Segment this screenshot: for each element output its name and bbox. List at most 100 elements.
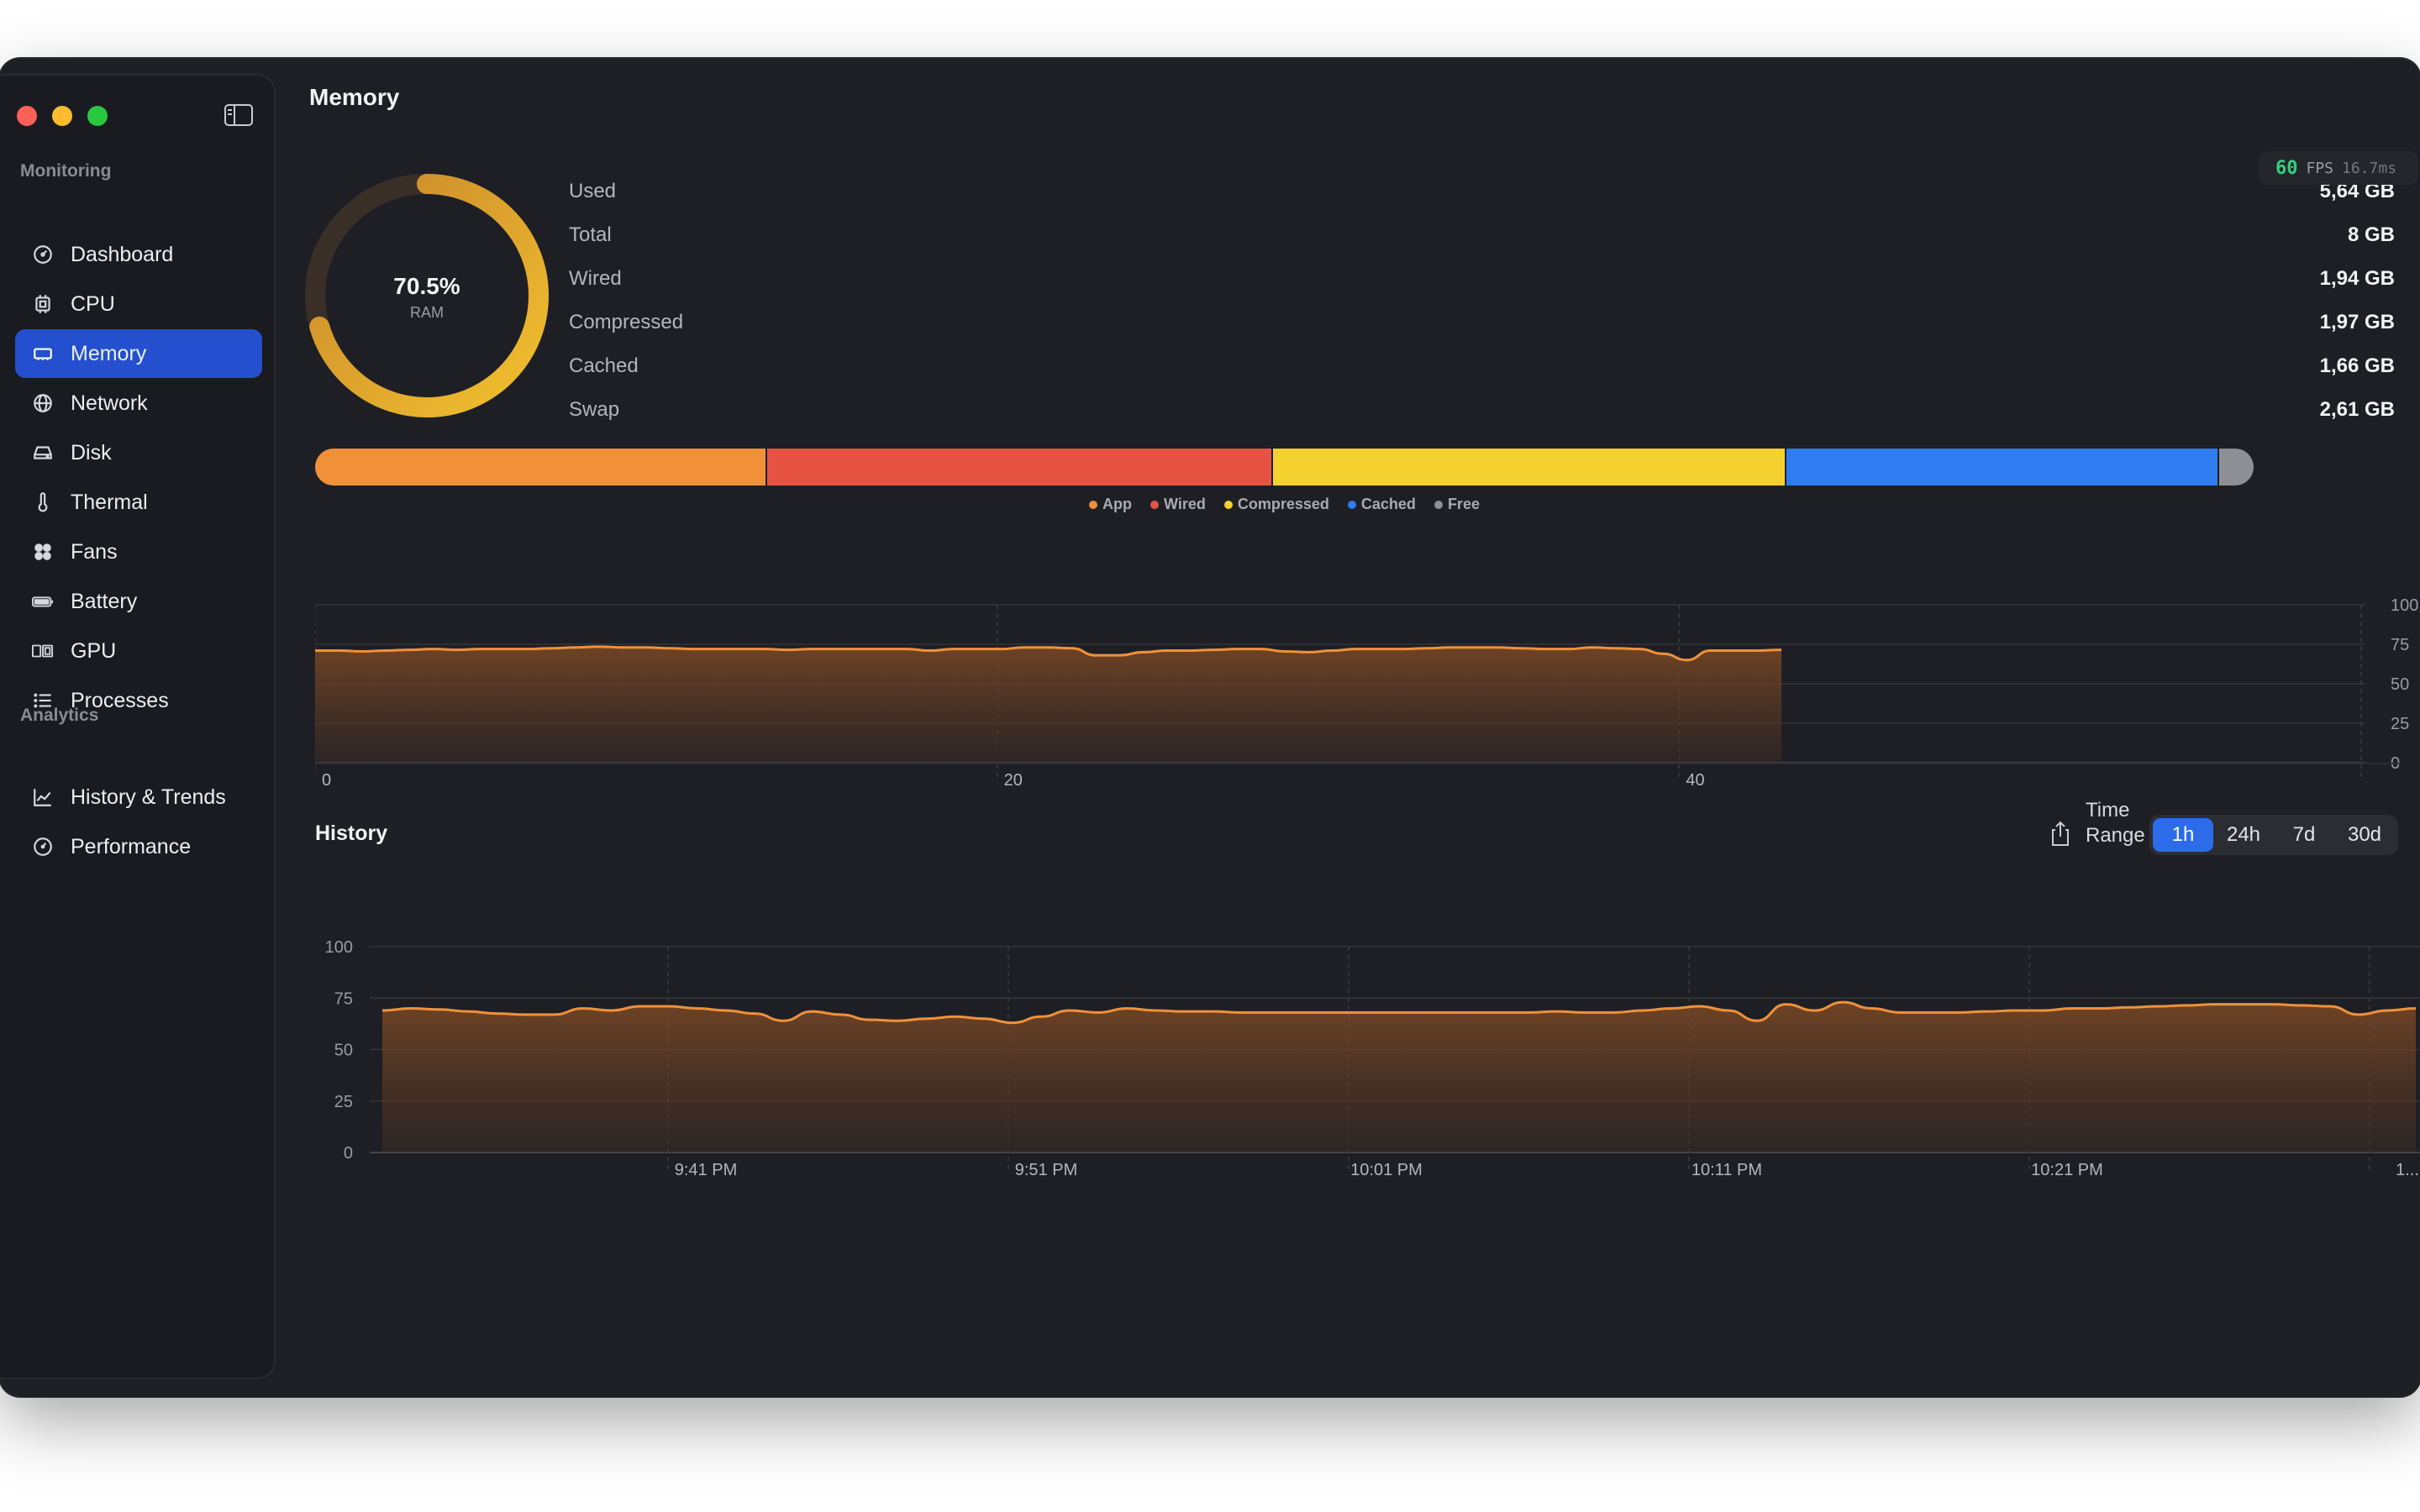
range-24h-button[interactable]: 24h (2226, 823, 2261, 846)
sidebar-item-memory[interactable]: Memory (15, 329, 262, 378)
live-memory-chart: 100755025002040 (315, 596, 2418, 790)
memory-breakdown-bar (315, 449, 2254, 486)
sidebar-item-battery[interactable]: Battery (15, 577, 262, 626)
sidebar-item-label: Dashboard (71, 242, 174, 266)
x-tick-label: 10:21 PM (2031, 1161, 2103, 1179)
x-tick-label: 9:51 PM (1015, 1161, 1077, 1179)
legend-item-compressed: Compressed (1223, 496, 1329, 513)
sidebar-item-fans[interactable]: Fans (15, 528, 262, 576)
memory-icon (32, 343, 54, 365)
sidebar-item-label: Performance (71, 834, 192, 858)
x-tick-label: 1... (2396, 1161, 2419, 1179)
y-tick-label: 75 (334, 990, 353, 1008)
history-title: History (315, 822, 388, 845)
y-tick-label: 25 (334, 1093, 353, 1111)
sidebar-item-label: Network (71, 391, 148, 415)
sidebar-item-label: Fans (71, 539, 118, 564)
series-line (315, 645, 1782, 662)
range-30d-button[interactable]: 30d (2347, 823, 2382, 846)
sidebar-item-label: History & Trends (71, 785, 226, 809)
section-divider (315, 763, 2399, 764)
sidebar-item-processes[interactable]: Processes (15, 676, 262, 725)
sidebar-item-label: Processes (71, 688, 169, 712)
fps-value: 60 (2275, 157, 2298, 179)
sidebar-item-performance[interactable]: Performance (15, 822, 262, 871)
x-tick-label: 10:11 PM (1691, 1161, 1762, 1179)
breakdown-legend: App Wired Compressed Cached Free (315, 496, 2254, 513)
time-range-picker: 1h 24h 7d 30d (2149, 815, 2398, 855)
gauge-arc (305, 174, 549, 417)
x-tick-label: 10:01 PM (1350, 1161, 1423, 1179)
fps-label: FPS (2306, 159, 2334, 177)
x-tick-label: 9:41 PM (675, 1161, 737, 1179)
sidebar-item-gpu[interactable]: GPU (15, 627, 262, 675)
maximize-window-button[interactable] (87, 106, 108, 126)
x-tick-label: 40 (1686, 771, 1704, 790)
thermometer-icon (32, 491, 54, 513)
y-tick-label: 0 (344, 1144, 353, 1163)
range-7d-button[interactable]: 7d (2292, 823, 2316, 846)
gauge-percent: 70.5% (393, 273, 460, 299)
dashboard-icon (32, 244, 54, 265)
share-icon[interactable] (2049, 820, 2072, 848)
globe-icon (32, 392, 54, 414)
sidebar-item-label: Memory (71, 341, 147, 365)
segment-cached (1786, 449, 2219, 486)
stat-value-cached: 1,66 GB (2319, 354, 2395, 377)
cpu-icon (32, 293, 54, 315)
segment-free (2218, 449, 2254, 486)
sidebar-item-label: Battery (71, 589, 138, 613)
section-label-monitoring: Monitoring (20, 161, 112, 181)
sidebar-item-label: CPU (71, 291, 115, 316)
time-range-label: Time Range (2086, 799, 2145, 847)
stat-value-wired: 1,94 GB (2319, 267, 2395, 290)
x-tick-label: 0 (322, 771, 331, 790)
stat-label-cached: Cached (569, 354, 639, 377)
stat-label-swap: Swap (569, 398, 620, 421)
y-tick-label: 100 (325, 938, 353, 957)
sidebar-item-label: Thermal (71, 490, 148, 514)
range-1h-button[interactable]: 1h (2153, 818, 2213, 852)
stat-label-total: Total (569, 223, 612, 246)
sidebar-item-history-trends[interactable]: History & Trends (15, 773, 262, 822)
close-window-button[interactable] (17, 106, 37, 126)
gpu-icon (32, 640, 54, 662)
sidebar-item-label: GPU (71, 638, 117, 663)
area-fill (382, 1002, 2416, 1152)
history-memory-chart: 100 75 50 25 0 9:41 PM 9:51 PM 10:01 PM 10:11 PM… (325, 938, 2420, 1179)
minimize-window-button[interactable] (52, 106, 72, 126)
page-title: Memory (309, 84, 400, 110)
section-label-analytics: Analytics (20, 706, 99, 725)
stat-label-compressed: Compressed (569, 311, 684, 333)
gauge-label: RAM (410, 304, 444, 321)
x-tick-label: 20 (1004, 771, 1023, 790)
legend-item-cached: Cached (1347, 496, 1416, 513)
segment-wired (766, 449, 1273, 486)
sidebar-item-cpu[interactable]: CPU (15, 280, 262, 328)
sidebar-item-label: Disk (71, 440, 112, 465)
ram-gauge (305, 174, 549, 417)
y-tick-label: 50 (2391, 675, 2409, 694)
stat-label-used: Used (569, 180, 617, 202)
sidebar-item-disk[interactable]: Disk (15, 428, 262, 477)
segment-compressed (1272, 449, 1786, 486)
app-window: Monitoring Dashboard CPU Memory Network … (0, 59, 2420, 1396)
gauge-icon (32, 836, 54, 858)
sidebar-item-thermal[interactable]: Thermal (15, 478, 262, 527)
y-tick-label: 75 (2391, 636, 2409, 654)
fps-badge: 60 FPS 16.7ms (2259, 151, 2418, 185)
sidebar-item-dashboard[interactable]: Dashboard (15, 230, 262, 279)
list-icon (32, 690, 54, 711)
stat-value-total: 8 GB (2347, 223, 2395, 246)
sidebar-toggle-icon[interactable] (224, 102, 254, 128)
fps-frame-time: 16.7ms (2342, 159, 2397, 177)
chart-line-icon (32, 786, 54, 808)
legend-item-wired: Wired (1150, 496, 1206, 513)
sidebar: Monitoring Dashboard CPU Memory Network … (0, 74, 276, 1379)
stat-label-wired: Wired (569, 267, 622, 290)
sidebar-item-network[interactable]: Network (15, 379, 262, 428)
stat-value-swap: 2,61 GB (2319, 398, 2395, 421)
battery-icon (32, 591, 54, 612)
fan-icon (32, 541, 54, 563)
y-tick-label: 50 (334, 1042, 353, 1060)
